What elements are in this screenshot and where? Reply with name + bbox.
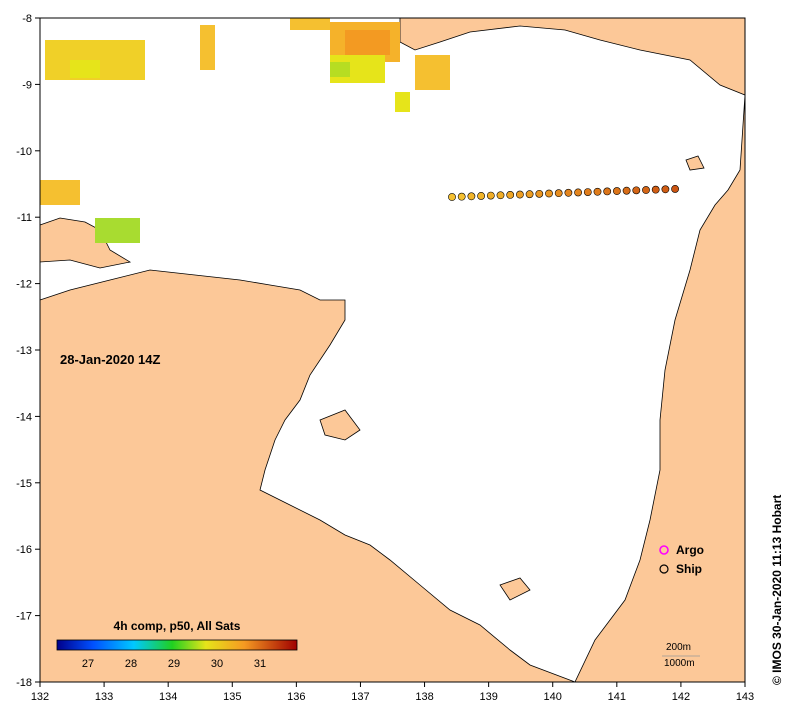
x-tick-label: 139 [479, 691, 497, 703]
colorbar-ticks: 27 28 29 30 31 [82, 658, 266, 670]
land-new-guinea [399, 17, 746, 96]
ship-observation [554, 189, 563, 198]
ship-observation [613, 187, 621, 195]
ship-observation [477, 192, 485, 200]
y-axis: -8 -9 -10 -11 -12 -13 -14 -15 -16 -17 -18 [16, 13, 40, 689]
land-nw-island [685, 155, 705, 171]
x-tick-label: 143 [736, 691, 754, 703]
ship-observation [622, 186, 631, 195]
x-tick-label: 136 [287, 691, 305, 703]
colorbar-tick-label: 30 [211, 658, 223, 670]
ship-track [448, 185, 679, 201]
colorbar-tick-label: 31 [254, 658, 266, 670]
y-tick-label: -11 [17, 212, 32, 224]
ship-observation [632, 186, 641, 195]
land-mornington [499, 577, 531, 601]
x-tick-label: 141 [608, 691, 626, 703]
legend-ship-label: Ship [676, 562, 702, 576]
ship-observation [545, 189, 553, 198]
land-tiwi [39, 217, 132, 269]
x-tick-label: 133 [95, 691, 113, 703]
colorbar-title: 4h comp, p50, All Sats [114, 619, 241, 633]
ship-observation [661, 185, 670, 194]
y-tick-label: -13 [16, 345, 32, 357]
ship-observation [516, 190, 524, 199]
contour-1000-label: 1000m [664, 658, 695, 669]
ship-observation [574, 188, 582, 197]
ship-observation [593, 187, 602, 196]
ship-observation [525, 190, 534, 199]
y-tick-label: -15 [16, 478, 32, 490]
ship-marker [659, 564, 669, 574]
ship-observation [496, 191, 505, 200]
land-arnhem [39, 269, 576, 683]
ship-observation [457, 192, 466, 201]
ship-observation [564, 188, 573, 197]
y-tick-label: -17 [16, 611, 32, 623]
y-tick-label: -18 [16, 677, 32, 689]
credit-label: © IMOS 30-Jan-2020 11:13 Hobart [770, 495, 784, 685]
timestamp-label: 28-Jan-2020 14Z [60, 352, 161, 367]
x-axis: 132 133 134 135 136 137 138 139 140 141 142 143 [31, 682, 754, 703]
sst-patches [40, 18, 450, 243]
x-tick-label: 135 [223, 691, 241, 703]
ship-observation [467, 192, 476, 201]
ship-observation [651, 185, 660, 194]
colorbar: 4h comp, p50, All Sats 27 28 29 30 31 [56, 619, 298, 670]
argo-marker [659, 545, 669, 555]
ship-observation [448, 193, 456, 201]
ship-observation [506, 190, 515, 199]
y-tick-label: -16 [16, 544, 32, 556]
contour-200-label: 200m [666, 642, 691, 653]
x-tick-label: 132 [31, 691, 49, 703]
y-tick-label: -12 [16, 279, 32, 291]
colorbar-tick-label: 29 [168, 658, 180, 670]
land-wessel [319, 409, 361, 441]
land-cape-york [574, 94, 746, 683]
ship-observation [535, 189, 544, 198]
ship-observation [642, 186, 650, 194]
ship-observation [603, 187, 612, 196]
x-tick-label: 134 [159, 691, 177, 703]
x-tick-label: 142 [672, 691, 690, 703]
y-tick-label: -9 [22, 79, 32, 91]
y-tick-label: -14 [16, 411, 32, 423]
x-tick-label: 138 [415, 691, 433, 703]
x-tick-label: 140 [544, 691, 562, 703]
y-tick-label: -10 [16, 146, 32, 158]
ship-observation [486, 191, 495, 200]
legend-argo-label: Argo [676, 543, 704, 557]
ship-observation [671, 185, 679, 193]
y-tick-label: -8 [22, 13, 32, 25]
ship-observation [583, 188, 592, 196]
legend: Argo Ship [659, 543, 704, 576]
contour-legend: 200m 1000m [662, 642, 700, 669]
colorbar-tick-label: 27 [82, 658, 94, 670]
colorbar-tick-label: 28 [125, 658, 137, 670]
colorbar-gradient [56, 639, 298, 651]
land-layer [39, 17, 746, 683]
x-tick-label: 137 [351, 691, 369, 703]
